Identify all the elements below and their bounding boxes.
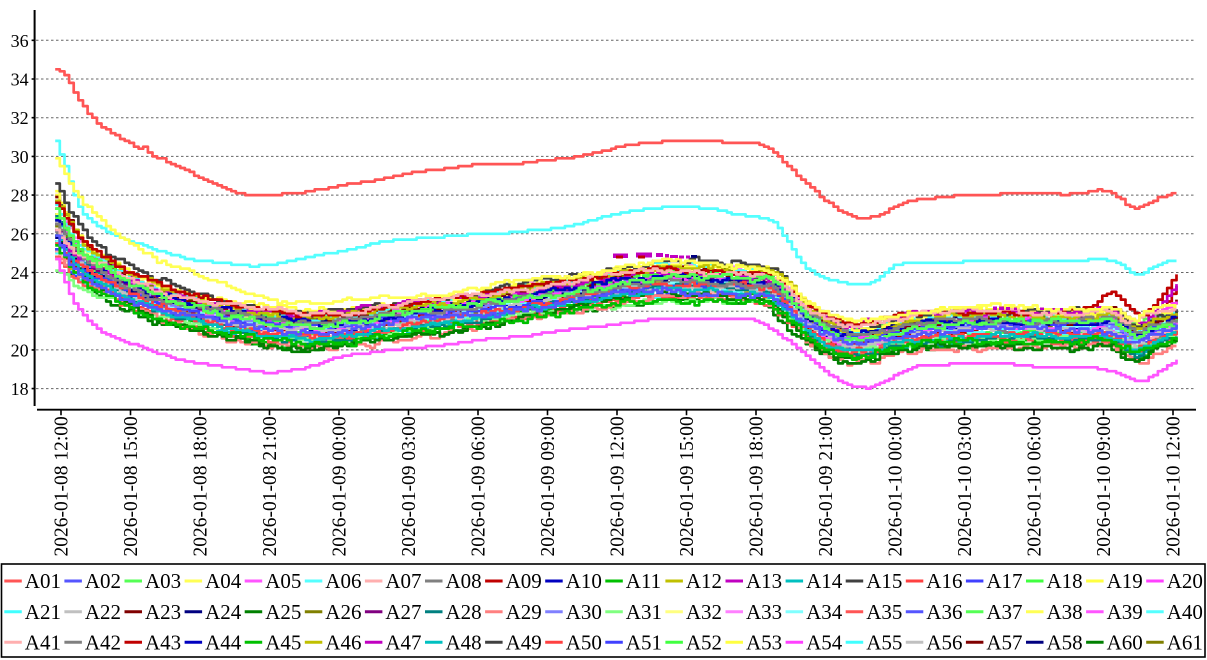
svg-text:A42: A42 [85, 631, 121, 655]
svg-text:A04: A04 [205, 569, 242, 593]
svg-text:A44: A44 [205, 631, 242, 655]
svg-text:2026-01-08 15:00: 2026-01-08 15:00 [121, 416, 142, 556]
svg-text:A15: A15 [866, 569, 902, 593]
svg-text:A07: A07 [385, 569, 421, 593]
svg-text:A48: A48 [446, 631, 482, 655]
svg-text:A01: A01 [25, 569, 61, 593]
svg-text:32: 32 [11, 108, 29, 128]
svg-text:A34: A34 [806, 600, 843, 624]
svg-text:A16: A16 [926, 569, 962, 593]
svg-text:A57: A57 [986, 631, 1022, 655]
svg-text:A37: A37 [986, 600, 1022, 624]
svg-text:A22: A22 [85, 600, 121, 624]
svg-text:2026-01-09 18:00: 2026-01-09 18:00 [746, 416, 767, 556]
svg-text:A25: A25 [265, 600, 301, 624]
svg-text:2026-01-10 00:00: 2026-01-10 00:00 [885, 416, 906, 556]
svg-text:28: 28 [11, 186, 29, 206]
svg-text:2026-01-09 06:00: 2026-01-09 06:00 [468, 416, 489, 556]
svg-text:A60: A60 [1107, 631, 1143, 655]
svg-text:22: 22 [11, 302, 29, 322]
svg-text:A14: A14 [806, 569, 843, 593]
svg-text:A03: A03 [145, 569, 181, 593]
svg-text:A51: A51 [626, 631, 662, 655]
svg-text:A28: A28 [446, 600, 482, 624]
svg-text:2026-01-08 18:00: 2026-01-08 18:00 [190, 416, 211, 556]
svg-text:A40: A40 [1167, 600, 1203, 624]
svg-text:24: 24 [11, 263, 29, 283]
svg-text:A49: A49 [506, 631, 542, 655]
svg-text:A09: A09 [506, 569, 542, 593]
svg-text:A10: A10 [566, 569, 602, 593]
svg-text:2026-01-09 03:00: 2026-01-09 03:00 [399, 416, 420, 556]
svg-text:2026-01-09 21:00: 2026-01-09 21:00 [816, 416, 837, 556]
svg-text:26: 26 [11, 224, 29, 244]
svg-text:A29: A29 [506, 600, 542, 624]
svg-text:A19: A19 [1107, 569, 1143, 593]
svg-text:2026-01-10 12:00: 2026-01-10 12:00 [1163, 416, 1184, 556]
svg-text:A17: A17 [986, 569, 1022, 593]
svg-text:A55: A55 [866, 631, 902, 655]
svg-text:2026-01-10 06:00: 2026-01-10 06:00 [1024, 416, 1045, 556]
svg-text:A46: A46 [325, 631, 361, 655]
svg-text:A13: A13 [746, 569, 782, 593]
svg-text:A06: A06 [325, 569, 361, 593]
svg-text:2026-01-10 09:00: 2026-01-10 09:00 [1094, 416, 1115, 556]
svg-text:A05: A05 [265, 569, 301, 593]
svg-text:A50: A50 [566, 631, 602, 655]
svg-text:A47: A47 [385, 631, 421, 655]
svg-text:A18: A18 [1047, 569, 1083, 593]
svg-text:A33: A33 [746, 600, 782, 624]
svg-text:2026-01-09 09:00: 2026-01-09 09:00 [538, 416, 559, 556]
svg-text:2026-01-08 21:00: 2026-01-08 21:00 [260, 416, 281, 556]
svg-text:A30: A30 [566, 600, 602, 624]
svg-text:2026-01-09 00:00: 2026-01-09 00:00 [329, 416, 350, 556]
svg-text:30: 30 [11, 147, 29, 167]
svg-text:A35: A35 [866, 600, 902, 624]
svg-text:A58: A58 [1047, 631, 1083, 655]
svg-text:A54: A54 [806, 631, 843, 655]
svg-text:A61: A61 [1167, 631, 1203, 655]
svg-text:18: 18 [11, 379, 29, 399]
svg-text:A32: A32 [686, 600, 722, 624]
svg-text:A41: A41 [25, 631, 61, 655]
svg-text:2026-01-08 12:00: 2026-01-08 12:00 [51, 416, 72, 556]
svg-text:2026-01-09 12:00: 2026-01-09 12:00 [607, 416, 628, 556]
svg-text:A53: A53 [746, 631, 782, 655]
svg-text:2026-01-10 03:00: 2026-01-10 03:00 [955, 416, 976, 556]
svg-text:2026-01-09 15:00: 2026-01-09 15:00 [677, 416, 698, 556]
svg-text:A38: A38 [1047, 600, 1083, 624]
svg-text:A27: A27 [385, 600, 421, 624]
svg-text:36: 36 [11, 31, 29, 51]
svg-text:A31: A31 [626, 600, 662, 624]
svg-text:A20: A20 [1167, 569, 1203, 593]
svg-text:A02: A02 [85, 569, 121, 593]
svg-text:A23: A23 [145, 600, 181, 624]
svg-text:A12: A12 [686, 569, 722, 593]
svg-text:A24: A24 [205, 600, 242, 624]
svg-text:A45: A45 [265, 631, 301, 655]
svg-text:A56: A56 [926, 631, 962, 655]
svg-text:A26: A26 [325, 600, 361, 624]
svg-text:20: 20 [11, 340, 29, 360]
svg-text:A52: A52 [686, 631, 722, 655]
svg-text:A21: A21 [25, 600, 61, 624]
svg-text:A36: A36 [926, 600, 962, 624]
svg-text:34: 34 [11, 70, 29, 90]
svg-text:A43: A43 [145, 631, 181, 655]
svg-text:A08: A08 [446, 569, 482, 593]
svg-text:A39: A39 [1107, 600, 1143, 624]
svg-text:A11: A11 [626, 569, 661, 593]
